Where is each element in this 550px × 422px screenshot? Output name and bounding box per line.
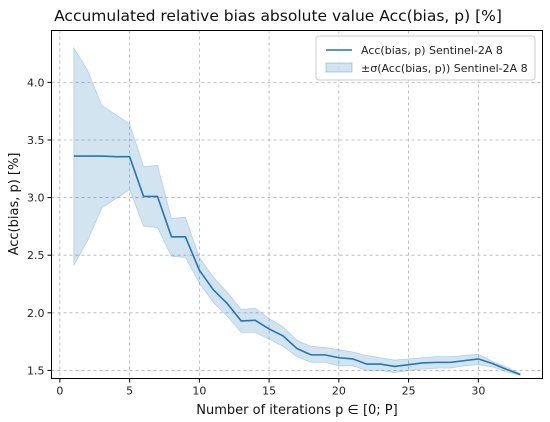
legend: Acc(bias, p) Sentinel-2A 8 ±σ(Acc(bias, … (315, 35, 536, 81)
x-tick-label: 5 (126, 385, 133, 398)
legend-entry-band: ±σ(Acc(bias, p)) Sentinel-2A 8 (361, 62, 528, 75)
x-tick-label: 0 (56, 385, 63, 398)
x-tick-label: 15 (262, 385, 276, 398)
y-tick-label: 3.5 (27, 134, 45, 147)
series-line (73, 155, 521, 376)
plot-area-frame (51, 30, 543, 379)
grid-lines (51, 30, 543, 379)
x-axis-label: Number of iterations p ∈ [0; P] (196, 403, 397, 418)
x-tick-label: 10 (192, 385, 206, 398)
y-tick-label: 4.0 (27, 76, 45, 89)
x-tick-label: 20 (332, 385, 346, 398)
legend-box (315, 35, 536, 81)
legend-entry-line: Acc(bias, p) Sentinel-2A 8 (361, 44, 503, 57)
y-tick-label: 3.0 (27, 192, 45, 205)
x-tick-label: 30 (471, 385, 485, 398)
x-tick-label: 25 (402, 385, 416, 398)
legend-band-swatch (325, 62, 353, 73)
y-tick-label: 2.0 (27, 307, 45, 320)
chart-title: Accumulated relative bias absolute value… (54, 7, 502, 25)
x-axis-ticks: 0 5 10 15 20 25 30 (56, 378, 485, 398)
y-axis-label: Acc(bias, p) [%] (7, 153, 22, 256)
y-tick-label: 1.5 (27, 364, 45, 377)
y-axis-ticks: 1.5 2.0 2.5 3.0 3.5 4.0 (27, 76, 52, 377)
y-tick-label: 2.5 (27, 249, 45, 262)
